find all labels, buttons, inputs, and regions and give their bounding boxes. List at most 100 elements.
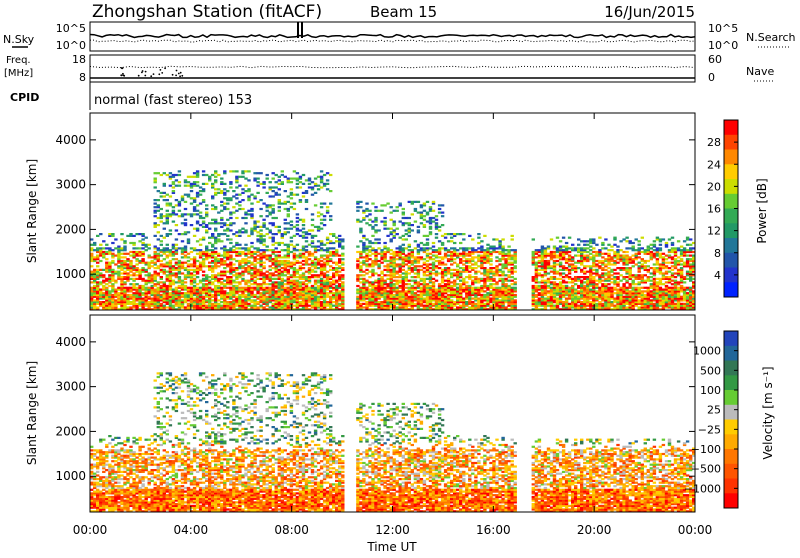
heatmap-cell	[308, 263, 311, 265]
heatmap-cell	[135, 258, 138, 260]
heatmap-cell	[184, 219, 187, 221]
heatmap-cell	[374, 206, 377, 208]
heatmap-cell	[96, 262, 99, 264]
heatmap-cell	[226, 235, 229, 237]
heatmap-cell	[284, 176, 287, 178]
heatmap-cell	[320, 170, 323, 172]
heatmap-cell	[426, 278, 429, 280]
heatmap-cell	[166, 210, 169, 212]
heatmap-cell	[129, 242, 132, 244]
heatmap-cell	[390, 219, 393, 221]
heatmap-cell	[417, 290, 420, 292]
heatmap-cell	[383, 265, 386, 267]
heatmap-cell	[241, 251, 244, 253]
heatmap-cell	[332, 251, 335, 253]
heatmap-cell	[426, 260, 429, 262]
heatmap-cell	[287, 195, 290, 197]
heatmap-cell	[417, 269, 420, 271]
heatmap-cell	[184, 201, 187, 203]
heatmap-cell	[374, 242, 377, 244]
heatmap-cell	[562, 280, 565, 282]
heatmap-cell	[577, 276, 580, 278]
heatmap-cell	[444, 247, 447, 249]
heatmap-cell	[141, 251, 144, 253]
heatmap-cell	[244, 280, 247, 282]
heatmap-cell	[362, 271, 365, 273]
heatmap-cell	[320, 247, 323, 249]
heatmap-cell	[408, 249, 411, 251]
heatmap-cell	[211, 265, 214, 267]
heatmap-cell	[462, 263, 465, 265]
heatmap-cell	[296, 276, 299, 278]
heatmap-cell	[148, 247, 151, 249]
heatmap-cell	[405, 283, 408, 285]
heatmap-cell	[326, 210, 329, 212]
heatmap-cell	[160, 281, 163, 283]
heatmap-cell	[184, 231, 187, 233]
heatmap-cell	[117, 265, 120, 267]
heatmap-cell	[408, 222, 411, 224]
heatmap-cell	[126, 294, 129, 296]
heatmap-cell	[120, 276, 123, 278]
heatmap-cell	[250, 283, 253, 285]
heatmap-cell	[238, 235, 241, 237]
heatmap-cell	[108, 233, 111, 235]
heatmap-cell	[138, 251, 141, 253]
heatmap-cell	[486, 292, 489, 294]
heatmap-cell	[426, 242, 429, 244]
heatmap-cell	[438, 267, 441, 269]
heatmap-cell	[108, 262, 111, 264]
heatmap-cell	[114, 238, 117, 240]
heatmap-cell	[90, 287, 93, 289]
heatmap-cell	[244, 287, 247, 289]
heatmap-cell	[544, 298, 547, 300]
heatmap-cell	[217, 222, 220, 224]
heatmap-cell	[253, 299, 256, 301]
heatmap-cell	[250, 228, 253, 230]
heatmap-cell	[211, 183, 214, 185]
heatmap-cell	[435, 233, 438, 235]
heatmap-cell	[238, 185, 241, 187]
heatmap-cell	[480, 278, 483, 280]
heatmap-cell	[390, 206, 393, 208]
heatmap-cell	[266, 249, 269, 251]
heatmap-cell	[296, 217, 299, 219]
heatmap-cell	[371, 242, 374, 244]
heatmap-cell	[120, 247, 123, 249]
heatmap-cell	[226, 228, 229, 230]
heatmap-cell	[154, 178, 157, 180]
heatmap-cell	[474, 262, 477, 264]
heatmap-cell	[477, 298, 480, 300]
heatmap-cell	[193, 228, 196, 230]
heatmap-cell	[420, 256, 423, 258]
heatmap-cell	[235, 176, 238, 178]
heatmap-cell	[132, 235, 135, 237]
heatmap-cell	[326, 183, 329, 185]
heatmap-cell	[435, 219, 438, 221]
heatmap-cell	[414, 303, 417, 305]
heatmap-cell	[102, 274, 105, 276]
heatmap-cell	[272, 178, 275, 180]
heatmap-cell	[405, 287, 408, 289]
heatmap-cell	[160, 240, 163, 242]
heatmap-cell	[550, 276, 553, 278]
heatmap-cell	[380, 204, 383, 206]
heatmap-cell	[480, 240, 483, 242]
heatmap-cell	[202, 183, 205, 185]
heatmap-cell	[266, 283, 269, 285]
heatmap-cell	[102, 240, 105, 242]
heatmap-cell	[317, 246, 320, 248]
heatmap-cell	[181, 195, 184, 197]
heatmap-cell	[175, 244, 178, 246]
heatmap-cell	[390, 256, 393, 258]
heatmap-cell	[305, 283, 308, 285]
heatmap-cell	[129, 306, 132, 308]
heatmap-cell	[272, 258, 275, 260]
heatmap-cell	[184, 267, 187, 269]
heatmap-cell	[462, 233, 465, 235]
heatmap-cell	[217, 303, 220, 305]
heatmap-cell	[471, 298, 474, 300]
heatmap-cell	[553, 276, 556, 278]
heatmap-cell	[302, 174, 305, 176]
heatmap-cell	[178, 185, 181, 187]
